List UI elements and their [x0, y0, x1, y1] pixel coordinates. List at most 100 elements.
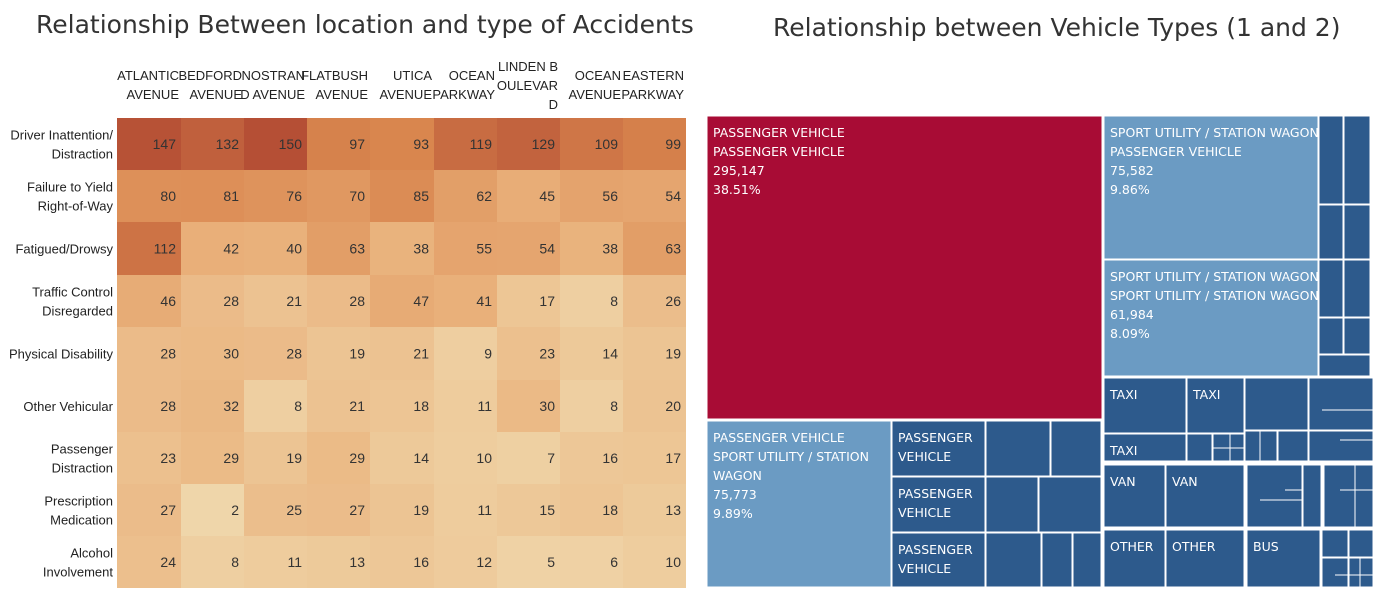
heatmap-cell[interactable] [497, 484, 560, 536]
treemap-tile[interactable] [1103, 433, 1187, 462]
heatmap-cell[interactable] [181, 118, 244, 170]
heatmap-cell[interactable] [181, 380, 244, 432]
treemap-tile[interactable] [706, 115, 1103, 420]
treemap-tile[interactable] [1244, 430, 1278, 462]
heatmap-cell[interactable] [370, 536, 434, 588]
heatmap-cell[interactable] [244, 275, 307, 327]
heatmap-cell[interactable] [623, 222, 686, 275]
treemap-tile[interactable] [1246, 464, 1303, 528]
treemap-tile[interactable] [1186, 433, 1213, 462]
treemap-tile[interactable] [1103, 377, 1187, 434]
heatmap-cell[interactable] [497, 432, 560, 484]
heatmap-cell[interactable] [434, 275, 497, 327]
heatmap-cell[interactable] [117, 222, 181, 275]
heatmap-cell[interactable] [560, 432, 623, 484]
heatmap-cell[interactable] [560, 275, 623, 327]
heatmap-cell[interactable] [181, 536, 244, 588]
heatmap-cell[interactable] [623, 432, 686, 484]
heatmap-cell[interactable] [560, 118, 623, 170]
heatmap-cell[interactable] [370, 222, 434, 275]
treemap-tile[interactable] [891, 476, 986, 533]
treemap-tile[interactable] [1244, 377, 1309, 431]
heatmap-cell[interactable] [181, 484, 244, 536]
treemap-tile[interactable] [1050, 420, 1102, 477]
heatmap-cell[interactable] [560, 222, 623, 275]
heatmap-cell[interactable] [623, 118, 686, 170]
treemap-tile[interactable] [1103, 115, 1319, 260]
heatmap-cell[interactable] [497, 118, 560, 170]
heatmap-cell[interactable] [244, 118, 307, 170]
treemap-tile[interactable] [1343, 259, 1371, 318]
heatmap-cell[interactable] [370, 327, 434, 380]
heatmap-cell[interactable] [307, 380, 370, 432]
treemap-tile[interactable] [1318, 259, 1344, 318]
heatmap-cell[interactable] [307, 327, 370, 380]
heatmap-cell[interactable] [560, 170, 623, 222]
heatmap-cell[interactable] [560, 380, 623, 432]
heatmap-cell[interactable] [307, 275, 370, 327]
heatmap-cell[interactable] [434, 170, 497, 222]
heatmap-cell[interactable] [244, 222, 307, 275]
heatmap-cell[interactable] [181, 327, 244, 380]
treemap-tile[interactable] [891, 532, 986, 588]
heatmap-cell[interactable] [434, 432, 497, 484]
treemap-tile[interactable] [1318, 115, 1344, 205]
treemap-tile[interactable] [1318, 317, 1344, 355]
heatmap-cell[interactable] [370, 484, 434, 536]
heatmap-cell[interactable] [623, 380, 686, 432]
treemap-tile[interactable] [1343, 204, 1371, 260]
heatmap-cell[interactable] [623, 536, 686, 588]
treemap-tile[interactable] [706, 420, 892, 588]
treemap-tile[interactable] [985, 532, 1042, 588]
treemap-tile[interactable] [1165, 464, 1245, 528]
heatmap-cell[interactable] [370, 380, 434, 432]
treemap-tile[interactable] [1318, 354, 1371, 377]
heatmap-cell[interactable] [244, 484, 307, 536]
heatmap-cell[interactable] [244, 380, 307, 432]
heatmap-cell[interactable] [370, 432, 434, 484]
treemap-tile[interactable] [1038, 476, 1102, 533]
heatmap-cell[interactable] [434, 222, 497, 275]
heatmap-cell[interactable] [370, 170, 434, 222]
heatmap-cell[interactable] [244, 536, 307, 588]
treemap-tile[interactable] [1302, 464, 1322, 528]
treemap-tile[interactable] [1103, 259, 1319, 377]
heatmap-cell[interactable] [434, 380, 497, 432]
heatmap-cell[interactable] [117, 380, 181, 432]
heatmap-cell[interactable] [370, 275, 434, 327]
heatmap-cell[interactable] [244, 432, 307, 484]
treemap-tile[interactable] [1072, 532, 1102, 588]
heatmap-cell[interactable] [117, 118, 181, 170]
heatmap-cell[interactable] [117, 170, 181, 222]
treemap-tile[interactable] [1348, 557, 1374, 588]
heatmap-cell[interactable] [117, 275, 181, 327]
heatmap-cell[interactable] [623, 484, 686, 536]
heatmap-cell[interactable] [117, 327, 181, 380]
heatmap-cell[interactable] [497, 327, 560, 380]
heatmap-cell[interactable] [181, 275, 244, 327]
treemap-tile[interactable] [1343, 317, 1371, 355]
heatmap-cell[interactable] [307, 170, 370, 222]
heatmap-cell[interactable] [434, 327, 497, 380]
heatmap-cell[interactable] [370, 118, 434, 170]
treemap-tile[interactable] [985, 420, 1051, 477]
treemap-tile[interactable] [1308, 430, 1374, 462]
heatmap-cell[interactable] [307, 432, 370, 484]
heatmap-cell[interactable] [497, 222, 560, 275]
treemap-tile[interactable] [1165, 529, 1245, 588]
treemap-tile[interactable] [1321, 557, 1349, 588]
treemap-tile[interactable] [1277, 430, 1309, 462]
heatmap-cell[interactable] [244, 327, 307, 380]
heatmap-cell[interactable] [560, 327, 623, 380]
treemap-tile[interactable] [1343, 115, 1371, 205]
heatmap-cell[interactable] [117, 484, 181, 536]
treemap-tile[interactable] [1308, 377, 1374, 431]
heatmap-cell[interactable] [181, 170, 244, 222]
heatmap-cell[interactable] [560, 484, 623, 536]
treemap-tile[interactable] [1321, 529, 1349, 558]
heatmap-cell[interactable] [623, 170, 686, 222]
treemap-tile[interactable] [1041, 532, 1073, 588]
heatmap-cell[interactable] [117, 432, 181, 484]
heatmap-cell[interactable] [307, 118, 370, 170]
treemap-tile[interactable] [1318, 204, 1344, 260]
